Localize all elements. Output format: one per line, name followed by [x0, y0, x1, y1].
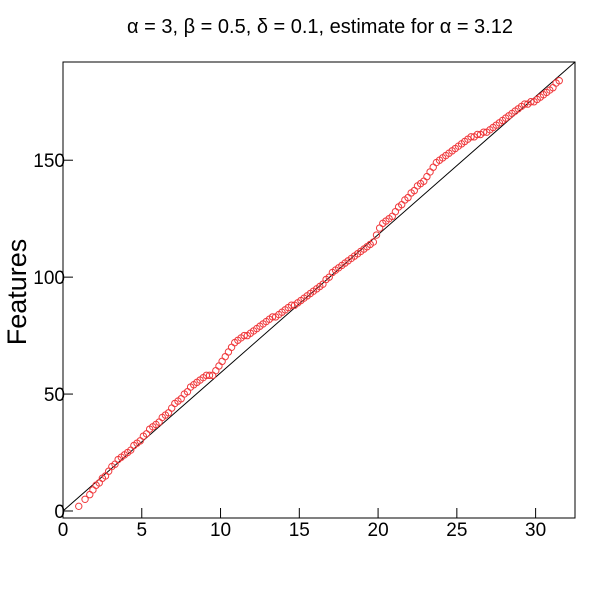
y-axis-ticks: 0 50 100 150 — [33, 151, 73, 523]
data-point — [391, 207, 400, 216]
x-tick-label: 20 — [368, 520, 389, 541]
data-point — [467, 133, 475, 141]
data-point — [426, 168, 434, 176]
data-point — [520, 100, 529, 108]
data-point — [81, 495, 89, 503]
data-point — [168, 404, 176, 412]
data-point — [224, 348, 233, 356]
data-point — [227, 343, 236, 351]
x-tick-label: 0 — [58, 520, 69, 541]
data-point — [75, 502, 83, 511]
data-point — [473, 130, 482, 139]
data-point — [205, 371, 214, 380]
data-point — [372, 231, 381, 239]
data-point — [479, 128, 488, 136]
x-tick-label: 30 — [525, 520, 546, 541]
data-point — [527, 98, 535, 106]
data-point — [218, 357, 226, 366]
y-axis-label: Features — [2, 239, 32, 346]
x-tick-label: 10 — [210, 520, 231, 541]
x-axis-ticks: 0 5 10 15 20 25 30 — [58, 508, 546, 541]
data-point — [89, 486, 97, 494]
data-point — [369, 238, 378, 246]
x-tick-label: 15 — [289, 520, 310, 541]
data-point — [423, 172, 431, 181]
data-point — [212, 366, 220, 375]
points-layer — [75, 77, 563, 511]
y-tick-label: 50 — [44, 385, 65, 406]
x-tick-label: 25 — [446, 520, 467, 541]
data-point — [375, 224, 384, 232]
data-point — [287, 301, 296, 309]
data-point — [268, 313, 277, 321]
x-tick-label: 5 — [136, 520, 147, 541]
data-point — [555, 77, 563, 85]
y-tick-label: 150 — [33, 151, 65, 172]
data-point — [215, 362, 223, 370]
data-point — [240, 331, 248, 340]
data-point — [221, 352, 229, 361]
y-tick-label: 100 — [33, 268, 65, 289]
chart-title: α = 3, β = 0.5, δ = 0.1, estimate for α … — [127, 16, 513, 38]
data-point — [86, 490, 94, 499]
data-point — [429, 163, 437, 171]
plot-frame — [62, 61, 576, 519]
y-tick-label: 0 — [54, 502, 65, 523]
